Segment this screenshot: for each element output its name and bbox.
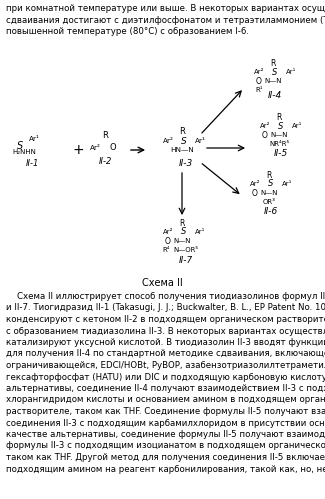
Text: II-4: II-4 [268, 91, 282, 100]
Text: соединения II-3 с подходящим карбамилхлоридом в присутствии основания амина. В: соединения II-3 с подходящим карбамилхло… [6, 419, 325, 428]
Text: Ar¹: Ar¹ [282, 181, 292, 187]
Text: альтернативы, соединение II-4 получают взаимодействием II-3 с подходящим: альтернативы, соединение II-4 получают в… [6, 384, 325, 393]
Text: R: R [179, 128, 185, 137]
Text: качестве альтернативы, соединение формулы II-5 получают взаимодействием соединен: качестве альтернативы, соединение формул… [6, 430, 325, 439]
Text: O: O [165, 237, 171, 246]
Text: O: O [256, 76, 262, 85]
Text: II-1: II-1 [25, 160, 39, 169]
Text: R: R [276, 112, 282, 121]
Text: II-2: II-2 [98, 158, 112, 167]
Text: Ar²: Ar² [90, 145, 100, 151]
Text: Схема II иллюстрирует способ получения тиодиазолинов формул II-3, II-4, II-5, II: Схема II иллюстрирует способ получения т… [6, 292, 325, 301]
Text: O: O [110, 144, 116, 153]
Text: для получения II-4 по стандартной методике сдваивания, включающей, но не: для получения II-4 по стандартной методи… [6, 349, 325, 358]
Text: Ar¹: Ar¹ [286, 69, 296, 75]
Text: подходящим амином на реагент карбонилирования, такой как, но, не ограничиваясь,: подходящим амином на реагент карбонилиро… [6, 465, 325, 474]
Text: Ar²: Ar² [162, 138, 174, 144]
Text: Ar²: Ar² [163, 229, 173, 235]
Text: N—N: N—N [270, 132, 288, 138]
Text: S: S [181, 137, 187, 146]
Text: R: R [102, 132, 108, 141]
Text: Ar²: Ar² [254, 69, 264, 75]
Text: +: + [72, 143, 84, 157]
Text: растворителе, таком как THF. Соединение формулы II-5 получают взаимодействием: растворителе, таком как THF. Соединение … [6, 407, 325, 416]
Text: Ar²: Ar² [260, 123, 270, 129]
Text: S: S [181, 228, 187, 237]
Text: формулы II-3 с подходящим изоцианатом в подходящем органическом растворителе,: формулы II-3 с подходящим изоцианатом в … [6, 442, 325, 451]
Text: N—N: N—N [173, 238, 191, 244]
Text: NR⁴R⁵: NR⁴R⁵ [269, 141, 289, 147]
Text: R⁴: R⁴ [162, 247, 170, 253]
Text: N—OR⁵: N—OR⁵ [174, 247, 199, 253]
Text: Ar²: Ar² [250, 181, 260, 187]
Text: N—N: N—N [260, 190, 278, 196]
Text: Ar¹: Ar¹ [195, 229, 205, 235]
Text: N—N: N—N [264, 78, 282, 84]
Text: S: S [272, 67, 278, 76]
Text: катализируют уксусной кислотой. В тиодиазолин II-3 вводят функции (функционализи: катализируют уксусной кислотой. В тиодиа… [6, 338, 325, 347]
Text: Ar¹: Ar¹ [195, 138, 205, 144]
Text: O: O [252, 189, 258, 198]
Text: O: O [262, 131, 268, 140]
Text: R: R [179, 219, 185, 228]
Text: II-3: II-3 [179, 160, 193, 169]
Text: таком как THF. Другой метод для получения соединения II-5 включает воздействие: таком как THF. Другой метод для получени… [6, 453, 325, 462]
Text: R: R [266, 171, 272, 180]
Text: Схема II: Схема II [142, 278, 182, 288]
Text: ограничивающейся, EDCl/HOBt, PyBOP, азабензотриазолилтетраметилуроний: ограничивающейся, EDCl/HOBt, PyBOP, азаб… [6, 361, 325, 370]
Text: S: S [268, 180, 274, 189]
Text: повышенной температуре (80°C) с образованием I-6.: повышенной температуре (80°C) с образова… [6, 27, 249, 36]
Text: R: R [270, 58, 276, 67]
Text: Ar¹: Ar¹ [29, 136, 39, 142]
Text: OR³: OR³ [263, 199, 276, 205]
Text: сдваивания достигают с диэтилфосфонатом и тетраэтиламмонием (ТЕА) в DCE при: сдваивания достигают с диэтилфосфонатом … [6, 15, 325, 24]
Text: S: S [17, 141, 23, 151]
Text: II-7: II-7 [179, 256, 193, 265]
Text: H₂NHN: H₂NHN [12, 149, 36, 155]
Text: и II-7. Тиогидразид II-1 (Takasugi, J. J.; Buckwalter, B. L., EP Patent No. 1004: и II-7. Тиогидразид II-1 (Takasugi, J. J… [6, 303, 325, 312]
Text: конденсируют с кетоном II-2 в подходящем органическом растворителе, таком как эт: конденсируют с кетоном II-2 в подходящем… [6, 315, 325, 324]
Text: гексафторфосфат (HATU) или DIC и подходящую карбоновую кислоту. В качестве: гексафторфосфат (HATU) или DIC и подходя… [6, 372, 325, 382]
Text: при комнатной температуре или выше. В некоторых вариантах осуществления, этого: при комнатной температуре или выше. В не… [6, 4, 325, 13]
Text: хлорангидридом кислоты и основанием амином в подходящем органическом: хлорангидридом кислоты и основанием амин… [6, 396, 325, 405]
Text: II-5: II-5 [274, 149, 288, 158]
Text: с образованием тиадиазолина II-3. В некоторых вариантах осуществления, конденсац: с образованием тиадиазолина II-3. В неко… [6, 326, 325, 335]
Text: R¹: R¹ [255, 87, 263, 93]
Text: II-6: II-6 [264, 207, 278, 216]
Text: S: S [278, 121, 284, 131]
Text: Ar¹: Ar¹ [292, 123, 302, 129]
Text: HN—N: HN—N [170, 147, 194, 153]
